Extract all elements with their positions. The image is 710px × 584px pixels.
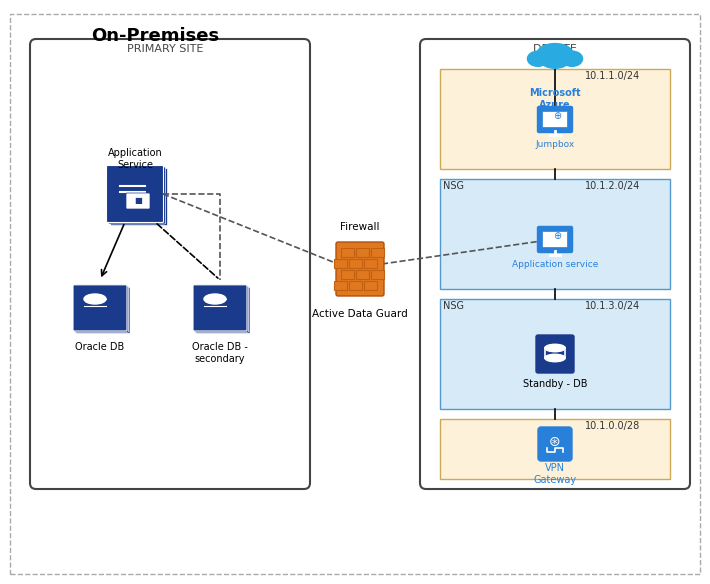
Text: ⊕: ⊕ [553,231,561,241]
Text: DR SITE: DR SITE [533,44,577,54]
Text: NSG: NSG [443,181,464,191]
FancyBboxPatch shape [364,280,376,290]
Ellipse shape [545,354,565,361]
Ellipse shape [84,294,106,304]
FancyBboxPatch shape [334,259,346,267]
Text: Oracle DB -
secondary: Oracle DB - secondary [192,342,248,364]
FancyBboxPatch shape [542,112,567,127]
FancyBboxPatch shape [196,287,250,333]
Text: 10.1.0.0/28: 10.1.0.0/28 [585,421,640,431]
Text: 10.1.3.0/24: 10.1.3.0/24 [585,301,640,311]
Text: 10.1.1.0/24: 10.1.1.0/24 [585,71,640,81]
Text: Firewall: Firewall [340,222,380,232]
Ellipse shape [562,51,582,67]
FancyBboxPatch shape [371,248,383,256]
Text: NSG: NSG [443,301,464,311]
Ellipse shape [528,51,548,67]
FancyBboxPatch shape [341,269,354,279]
FancyBboxPatch shape [536,335,574,373]
Text: ⊕: ⊕ [553,111,561,121]
FancyBboxPatch shape [440,179,670,289]
FancyBboxPatch shape [334,280,346,290]
FancyBboxPatch shape [356,248,368,256]
Text: Active Data Guard: Active Data Guard [312,309,408,319]
Text: 10.1.2.0/24: 10.1.2.0/24 [584,181,640,191]
FancyBboxPatch shape [356,269,368,279]
FancyBboxPatch shape [349,280,361,290]
FancyBboxPatch shape [75,286,129,332]
FancyBboxPatch shape [126,193,150,209]
Text: Oracle DB: Oracle DB [75,342,125,352]
Text: Standby - DB: Standby - DB [523,379,587,389]
FancyBboxPatch shape [537,227,572,252]
Text: ■: ■ [134,196,142,206]
FancyBboxPatch shape [440,419,670,479]
FancyBboxPatch shape [193,285,247,331]
FancyBboxPatch shape [371,269,383,279]
FancyBboxPatch shape [364,259,376,267]
FancyBboxPatch shape [537,106,572,133]
Text: Application service: Application service [512,260,599,269]
FancyBboxPatch shape [538,427,572,461]
FancyBboxPatch shape [73,285,127,331]
FancyBboxPatch shape [349,259,361,267]
FancyBboxPatch shape [336,242,384,296]
FancyBboxPatch shape [30,39,310,489]
FancyBboxPatch shape [10,14,700,574]
FancyBboxPatch shape [341,248,354,256]
Ellipse shape [204,294,226,304]
Text: PRIMARY SITE: PRIMARY SITE [127,44,203,54]
FancyBboxPatch shape [195,286,248,332]
FancyBboxPatch shape [109,167,165,224]
Text: Jumpbox: Jumpbox [535,140,574,149]
FancyBboxPatch shape [76,287,130,333]
Ellipse shape [537,44,573,64]
FancyBboxPatch shape [440,69,670,169]
FancyBboxPatch shape [106,165,163,223]
Text: VPN
Gateway: VPN Gateway [533,463,577,485]
FancyBboxPatch shape [440,299,670,409]
FancyBboxPatch shape [542,231,567,248]
Text: On-Premises: On-Premises [91,27,219,45]
Text: ⊛: ⊛ [550,435,561,449]
Ellipse shape [542,55,568,68]
Text: Microsoft
Azure: Microsoft Azure [529,88,581,110]
FancyBboxPatch shape [111,169,168,225]
Ellipse shape [545,344,565,352]
FancyBboxPatch shape [420,39,690,489]
Text: Application
Service: Application Service [108,148,163,170]
